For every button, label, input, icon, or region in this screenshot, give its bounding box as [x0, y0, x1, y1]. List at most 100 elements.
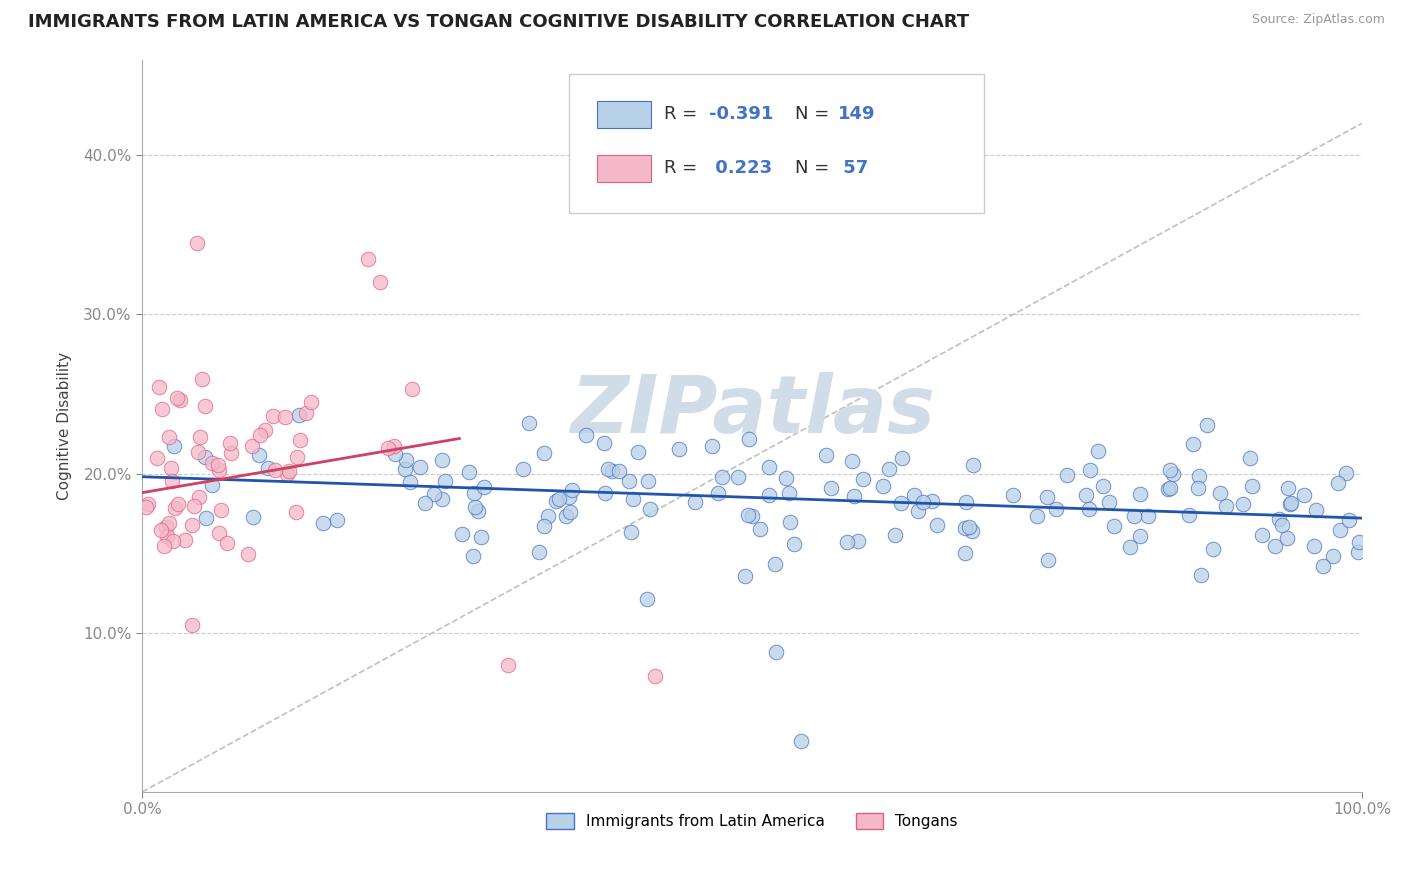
Point [737, 508, 759, 522]
Point [775, 470, 797, 484]
Point [194, 399, 217, 413]
Point [463, 485, 485, 500]
Point [183, 499, 205, 513]
Point [163, 439, 186, 453]
Point [1337, 513, 1360, 527]
Point [1277, 481, 1299, 495]
Point [240, 439, 263, 453]
Point [844, 489, 866, 503]
Point [295, 406, 318, 420]
Point [1045, 502, 1067, 516]
Point [274, 409, 297, 424]
Point [872, 479, 894, 493]
Text: ZIPatlas: ZIPatlas [569, 372, 935, 450]
Point [561, 483, 583, 498]
Point [395, 452, 418, 467]
Point [1271, 518, 1294, 533]
Point [1104, 518, 1126, 533]
Point [765, 645, 787, 659]
Point [169, 393, 191, 408]
Point [136, 497, 159, 511]
Point [299, 394, 322, 409]
Point [1129, 528, 1152, 542]
Point [201, 456, 224, 470]
Point [1182, 437, 1205, 451]
Point [496, 657, 519, 672]
Point [1305, 503, 1327, 517]
Point [180, 517, 202, 532]
Point [737, 433, 759, 447]
Point [326, 513, 349, 527]
Point [841, 454, 863, 468]
Point [191, 371, 214, 385]
Point [399, 475, 422, 489]
Point [1327, 475, 1350, 490]
Point [1091, 479, 1114, 493]
Point [160, 475, 183, 489]
Point [1036, 552, 1059, 566]
Point [463, 500, 485, 515]
Point [253, 423, 276, 437]
Point [368, 276, 391, 290]
Text: 149: 149 [838, 104, 875, 123]
Point [600, 464, 623, 478]
Point [959, 520, 981, 534]
Point [636, 591, 658, 606]
Point [790, 734, 813, 748]
Point [195, 511, 218, 525]
Point [617, 474, 640, 488]
Point [1036, 490, 1059, 504]
Point [890, 496, 912, 510]
Point [166, 391, 188, 405]
Point [621, 491, 644, 506]
Point [758, 488, 780, 502]
Point [517, 417, 540, 431]
Point [1329, 524, 1351, 538]
FancyBboxPatch shape [598, 155, 651, 182]
Text: N =: N = [794, 104, 835, 123]
Point [290, 433, 312, 447]
Text: R =: R = [664, 159, 703, 177]
Point [783, 537, 806, 551]
Point [262, 409, 284, 423]
Point [312, 516, 335, 530]
Point [1202, 541, 1225, 556]
Point [247, 448, 270, 462]
Point [382, 439, 405, 453]
Point [558, 505, 581, 519]
Point [423, 487, 446, 501]
Point [814, 448, 837, 462]
Point [734, 569, 756, 583]
Point [884, 528, 907, 542]
Point [163, 500, 186, 515]
Point [903, 488, 925, 502]
Point [1232, 497, 1254, 511]
Y-axis label: Cognitive Disability: Cognitive Disability [58, 351, 72, 500]
Point [148, 379, 170, 393]
Point [1322, 549, 1344, 564]
Point [472, 480, 495, 494]
Point [470, 530, 492, 544]
Point [700, 439, 723, 453]
Point [1077, 502, 1099, 516]
Point [877, 462, 900, 476]
Point [201, 478, 224, 492]
Point [194, 450, 217, 464]
Point [960, 524, 983, 539]
Point [1076, 488, 1098, 502]
Point [852, 472, 875, 486]
Point [1208, 486, 1230, 500]
Point [461, 549, 484, 563]
Point [187, 490, 209, 504]
Point [1026, 509, 1049, 524]
Point [925, 518, 948, 533]
Point [157, 516, 180, 530]
Point [846, 533, 869, 548]
Point [285, 450, 308, 465]
Point [1163, 467, 1185, 482]
Point [953, 521, 976, 535]
Point [208, 525, 231, 540]
Point [533, 445, 555, 459]
Point [377, 442, 399, 456]
Point [1001, 488, 1024, 502]
